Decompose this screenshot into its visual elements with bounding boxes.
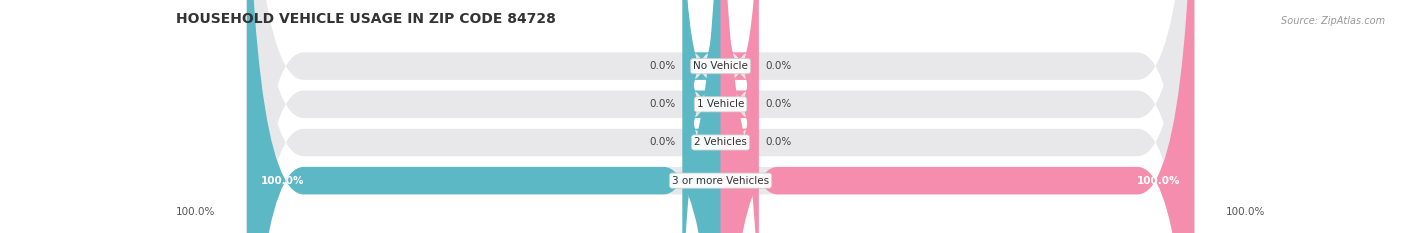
FancyBboxPatch shape	[247, 0, 1194, 233]
Text: 100.0%: 100.0%	[1136, 176, 1180, 186]
Text: 3 or more Vehicles: 3 or more Vehicles	[672, 176, 769, 186]
FancyBboxPatch shape	[247, 0, 721, 233]
FancyBboxPatch shape	[721, 0, 758, 233]
Text: 100.0%: 100.0%	[262, 176, 305, 186]
Text: 0.0%: 0.0%	[650, 61, 675, 71]
Text: 0.0%: 0.0%	[766, 137, 792, 147]
Text: 100.0%: 100.0%	[176, 207, 215, 217]
Text: 1 Vehicle: 1 Vehicle	[697, 99, 744, 109]
Text: 0.0%: 0.0%	[650, 99, 675, 109]
FancyBboxPatch shape	[247, 0, 1194, 233]
FancyBboxPatch shape	[683, 0, 721, 233]
Text: No Vehicle: No Vehicle	[693, 61, 748, 71]
Text: 0.0%: 0.0%	[766, 61, 792, 71]
Text: 100.0%: 100.0%	[1226, 207, 1265, 217]
FancyBboxPatch shape	[721, 0, 758, 233]
Text: Source: ZipAtlas.com: Source: ZipAtlas.com	[1281, 16, 1385, 26]
FancyBboxPatch shape	[683, 0, 721, 233]
Text: 2 Vehicles: 2 Vehicles	[695, 137, 747, 147]
Text: 0.0%: 0.0%	[766, 99, 792, 109]
FancyBboxPatch shape	[721, 0, 1194, 233]
Text: 0.0%: 0.0%	[650, 137, 675, 147]
FancyBboxPatch shape	[721, 0, 758, 233]
FancyBboxPatch shape	[247, 0, 1194, 233]
FancyBboxPatch shape	[683, 0, 721, 233]
Text: HOUSEHOLD VEHICLE USAGE IN ZIP CODE 84728: HOUSEHOLD VEHICLE USAGE IN ZIP CODE 8472…	[176, 12, 555, 26]
FancyBboxPatch shape	[247, 0, 1194, 233]
